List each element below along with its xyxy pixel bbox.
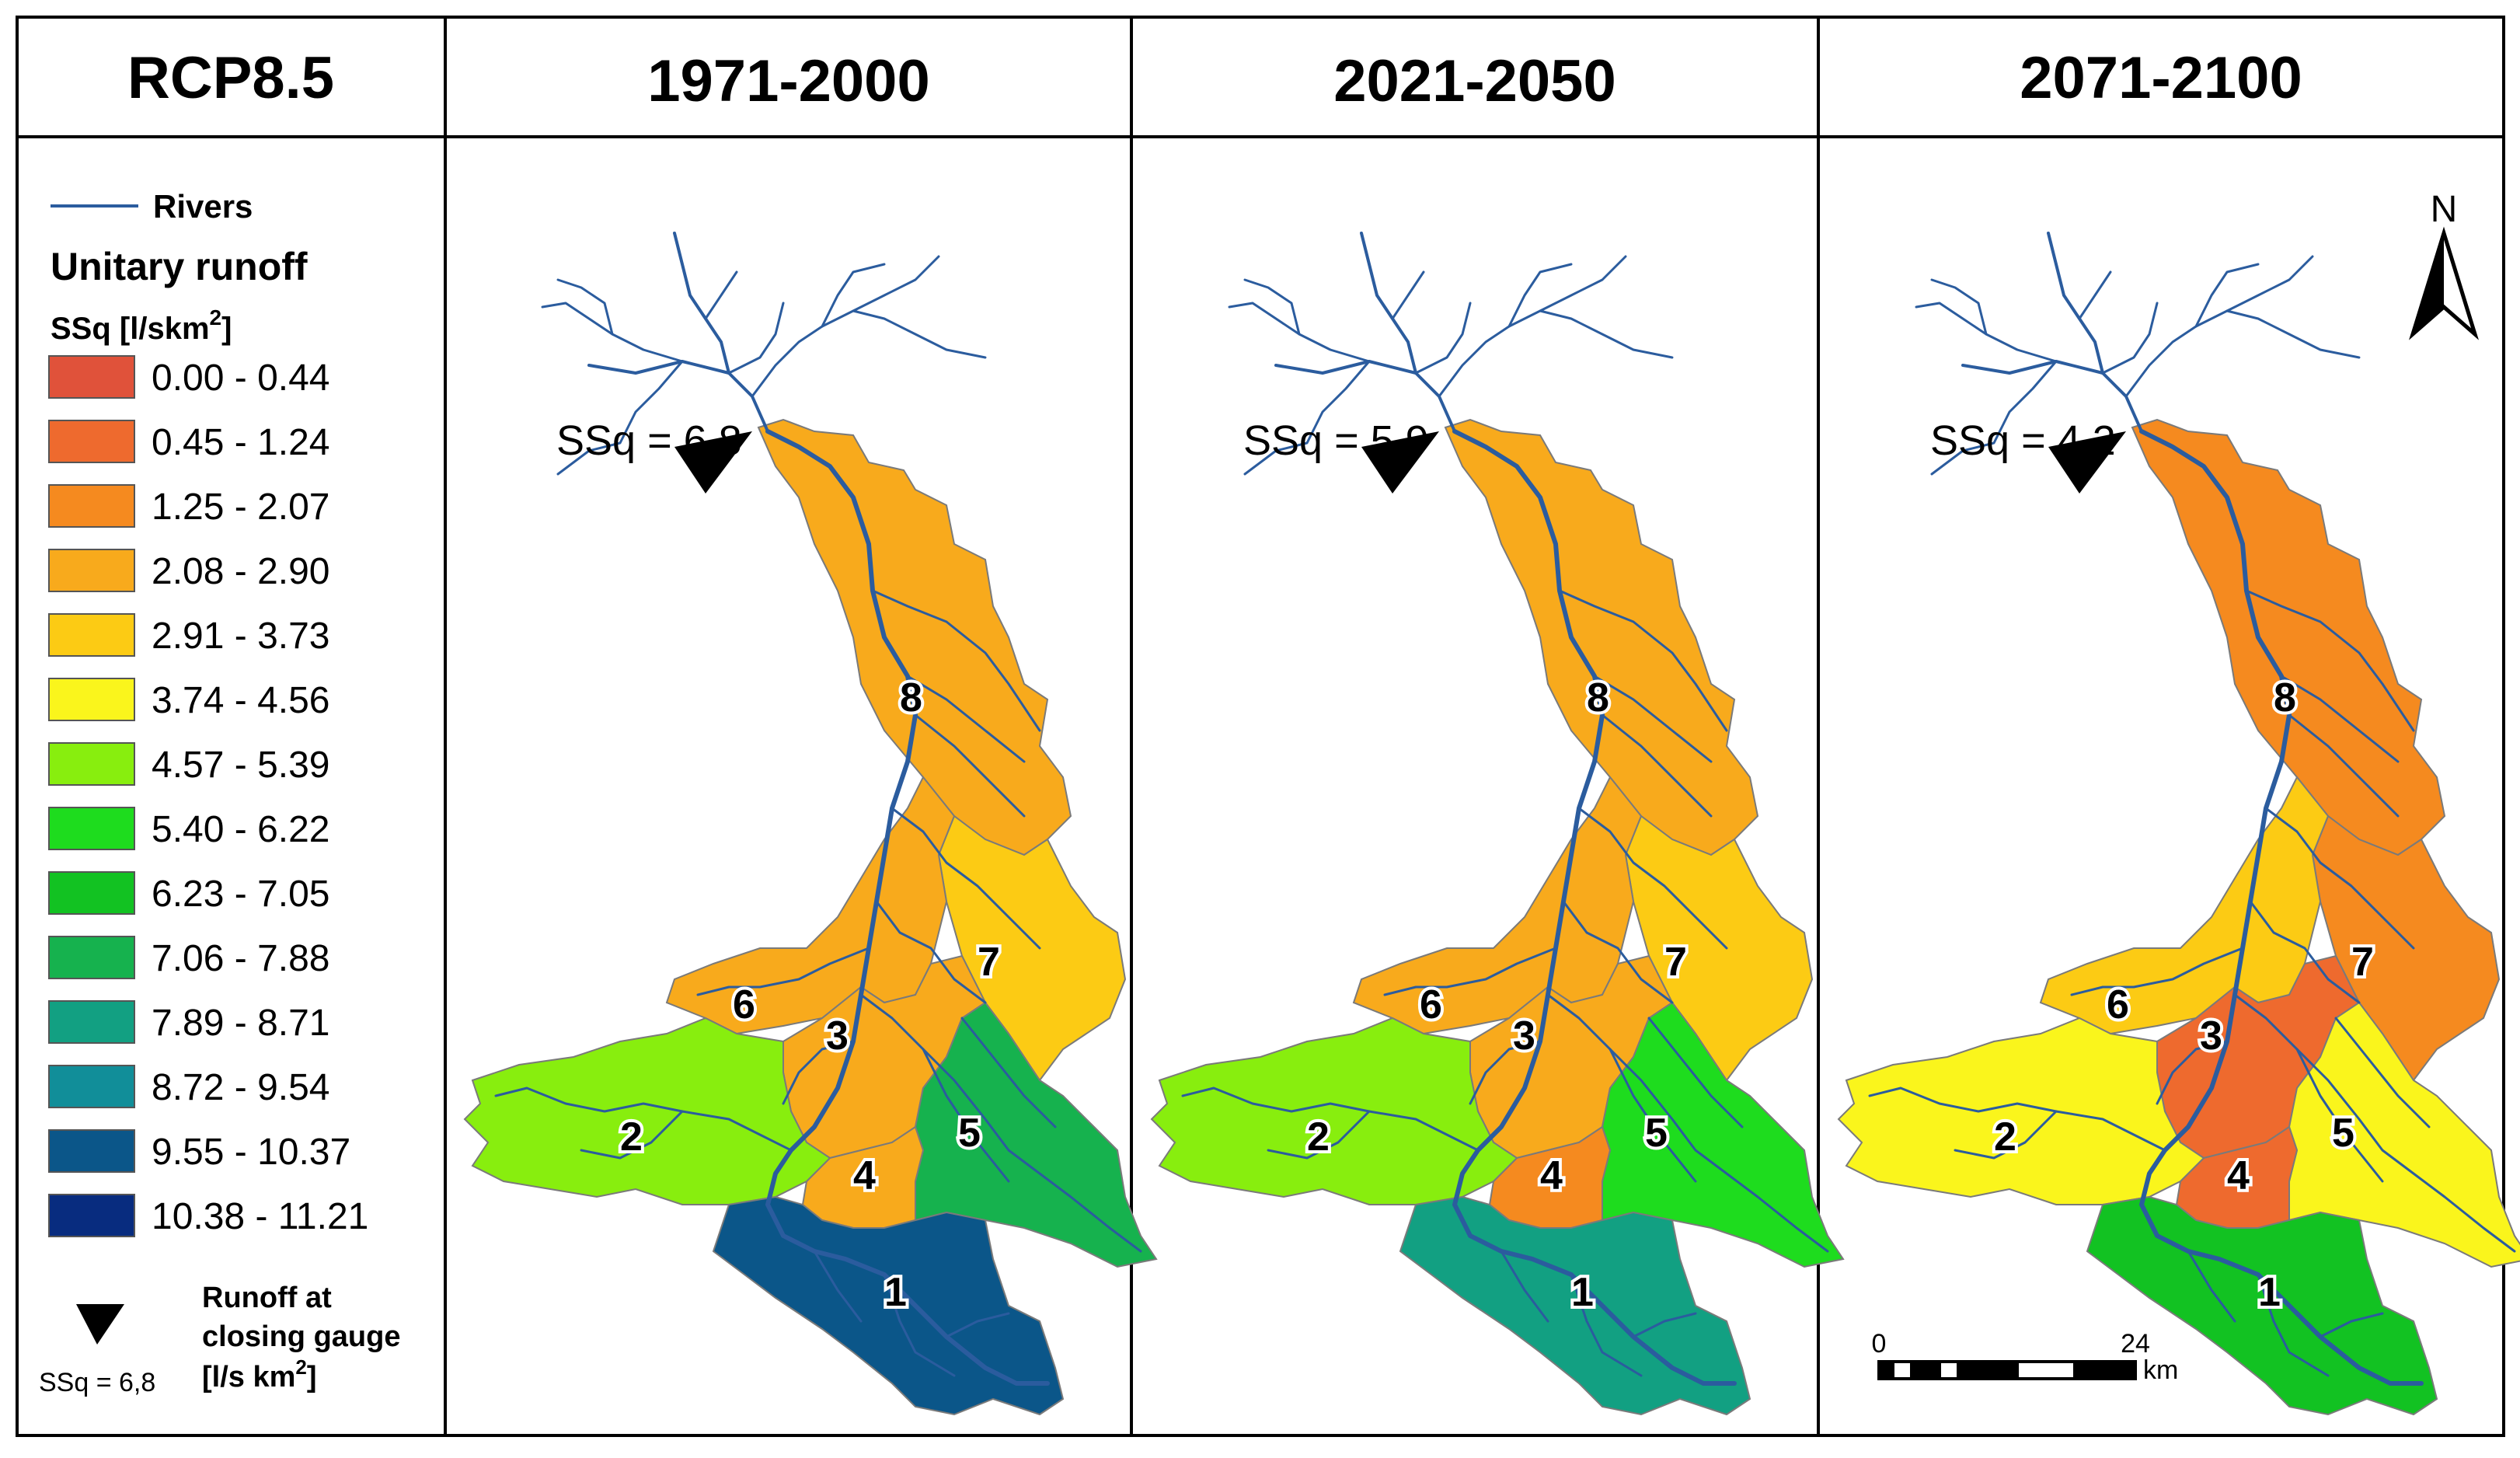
scale-unit-label: km xyxy=(2143,1355,2178,1385)
period-header-1: 1971-2000 xyxy=(647,48,929,114)
subbasin-label-2: 2 xyxy=(620,1114,643,1160)
scale-end-label: 24 xyxy=(2121,1329,2150,1359)
legend-swatch xyxy=(48,1194,135,1237)
subbasin-label-6: 6 xyxy=(733,982,755,1027)
subbasin-8 xyxy=(757,418,1072,856)
period-header-2: 2021-2050 xyxy=(1333,48,1616,114)
subbasin-5 xyxy=(1601,1001,1845,1268)
north-arrow-fill xyxy=(2413,233,2444,334)
legend-class-label: 10.38 - 11.21 xyxy=(152,1196,368,1237)
legend-gauge-line3: [l/s km2] xyxy=(202,1355,317,1393)
legend-class-label: 1.25 - 2.07 xyxy=(152,487,330,528)
legend-class-label: 0.00 - 0.44 xyxy=(152,358,330,399)
subbasin-label-4: 4 xyxy=(2227,1153,2250,1198)
gauge-marker-icon xyxy=(674,431,752,494)
legend: Rivers Unitary runoff SSq [l/skm2] 0.00 … xyxy=(39,188,400,1397)
legend-swatch xyxy=(48,1000,135,1044)
subbasin-label-7: 7 xyxy=(2351,940,2374,985)
map-panel-2: SSq = 5,9 1 2 3 4 5 6 7 8 xyxy=(1150,233,1845,1416)
subbasin-2 xyxy=(1837,1017,2205,1205)
legend-swatch xyxy=(48,742,135,786)
legend-classes: 0.00 - 0.44 0.45 - 1.24 1.25 - 2.07 2.08 - … xyxy=(48,355,368,1237)
legend-swatch xyxy=(48,420,135,463)
scale-bar: 0 24 km xyxy=(1872,1329,2179,1385)
legend-swatch xyxy=(48,936,135,979)
legend-gauge-line1: Runoff at xyxy=(202,1282,332,1314)
subbasin-2 xyxy=(1150,1017,1518,1205)
subbasin-label-5: 5 xyxy=(2332,1111,2354,1156)
subbasin-5 xyxy=(914,1001,1158,1268)
subbasin-label-7: 7 xyxy=(1664,940,1687,985)
subbasin-8 xyxy=(2131,418,2446,856)
legend-gauge-example: SSq = 6,8 xyxy=(39,1368,155,1397)
legend-class-label: 2.91 - 3.73 xyxy=(152,616,330,657)
legend-swatch xyxy=(48,549,135,592)
legend-gauge-line2: closing gauge xyxy=(202,1320,400,1353)
subbasin-label-4: 4 xyxy=(853,1153,876,1198)
legend-swatch xyxy=(48,1129,135,1173)
legend-class-label: 3.74 - 4.56 xyxy=(152,680,330,721)
subbasin-label-6: 6 xyxy=(2107,982,2129,1027)
subbasin-label-1: 1 xyxy=(1571,1270,1594,1315)
subbasin-5 xyxy=(2288,1001,2520,1268)
subbasin-label-5: 5 xyxy=(1645,1111,1668,1156)
legend-class-label: 7.06 - 7.88 xyxy=(152,938,330,979)
subbasin-label-8: 8 xyxy=(2274,675,2296,720)
legend-class-label: 8.72 - 9.54 xyxy=(152,1067,330,1108)
legend-swatch xyxy=(48,613,135,657)
map-panel-3: SSq = 4,2 1 2 3 4 5 6 7 8 xyxy=(1837,233,2520,1416)
subbasin-7 xyxy=(937,814,1127,1082)
subbasin-label-3: 3 xyxy=(1513,1013,1535,1059)
legend-swatch xyxy=(48,807,135,850)
legend-class-label: 9.55 - 10.37 xyxy=(152,1132,350,1173)
legend-class-label: 5.40 - 6.22 xyxy=(152,809,330,850)
subbasin-label-8: 8 xyxy=(900,675,922,720)
gauge-marker-icon xyxy=(76,1304,124,1345)
legend-rivers-label: Rivers xyxy=(153,188,253,225)
subbasin-label-2: 2 xyxy=(1994,1114,2016,1160)
subbasin-label-1: 1 xyxy=(884,1270,907,1315)
gauge-marker-icon xyxy=(2048,431,2126,494)
subbasin-8 xyxy=(1444,418,1759,856)
legend-class-label: 4.57 - 5.39 xyxy=(152,745,330,786)
subbasin-label-4: 4 xyxy=(1540,1153,1563,1198)
legend-class-label: 2.08 - 2.90 xyxy=(152,551,330,592)
subbasin-2 xyxy=(463,1017,831,1205)
legend-class-label: 6.23 - 7.05 xyxy=(152,874,330,915)
subbasin-label-1: 1 xyxy=(2258,1270,2281,1315)
legend-swatch xyxy=(48,678,135,721)
panel-grid xyxy=(16,16,2505,1437)
legend-swatch xyxy=(48,1065,135,1108)
subbasin-label-3: 3 xyxy=(826,1013,849,1059)
legend-swatch xyxy=(48,355,135,399)
north-arrow-icon: N xyxy=(2409,189,2479,340)
legend-swatch xyxy=(48,871,135,915)
legend-title: Unitary runoff xyxy=(51,245,308,288)
legend-class-label: 7.89 - 8.71 xyxy=(152,1003,330,1044)
subbasin-label-8: 8 xyxy=(1587,675,1609,720)
legend-class-label: 0.45 - 1.24 xyxy=(152,422,330,463)
subbasin-7 xyxy=(1624,814,1814,1082)
legend-subtitle: SSq [l/skm2] xyxy=(51,305,232,346)
scale-start-label: 0 xyxy=(1872,1329,1887,1359)
legend-swatch xyxy=(48,484,135,528)
ssq-value: SSq = 6,8 xyxy=(556,417,742,464)
map-panel-1: SSq = 6,8 1 2 3 4 5 6 7 8 xyxy=(463,233,1158,1416)
subbasin-label-5: 5 xyxy=(958,1111,981,1156)
subbasin-label-7: 7 xyxy=(978,940,1000,985)
subbasin-label-6: 6 xyxy=(1420,982,1442,1027)
subbasin-7 xyxy=(2311,814,2501,1082)
ssq-value: SSq = 4,2 xyxy=(1930,417,2116,464)
subbasin-label-3: 3 xyxy=(2200,1013,2222,1059)
ssq-value: SSq = 5,9 xyxy=(1243,417,1429,464)
north-label: N xyxy=(2431,189,2458,230)
period-header-3: 2071-2100 xyxy=(2020,45,2302,111)
scenario-label: RCP8.5 xyxy=(127,45,334,111)
gauge-marker-icon xyxy=(1361,431,1439,494)
subbasin-label-2: 2 xyxy=(1307,1114,1330,1160)
